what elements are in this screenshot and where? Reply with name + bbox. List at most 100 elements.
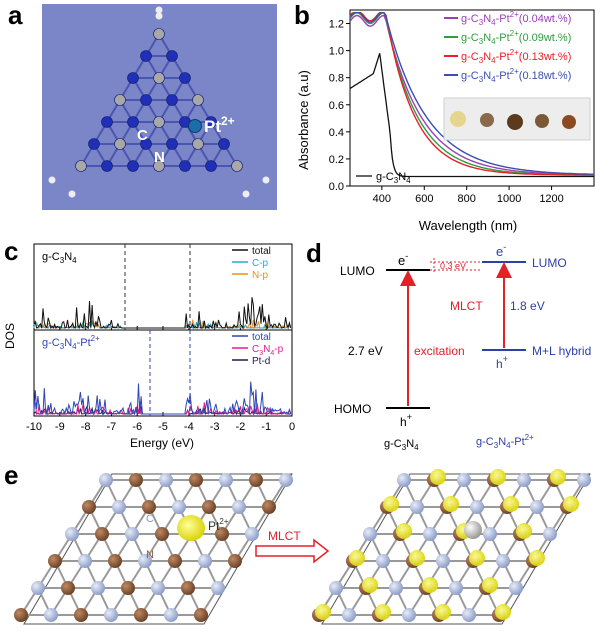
panel-c-xtick: -10 [26, 421, 42, 433]
charge-density-lobe [516, 523, 532, 539]
lattice-c-atom [397, 473, 411, 487]
gap-left-label: 2.7 eV [348, 344, 383, 358]
charge-density-lobe [563, 496, 579, 512]
panel-c-xtick: -8 [81, 421, 91, 433]
mlct-label-e: MLCT [268, 529, 301, 543]
lattice-n-atom [189, 473, 203, 487]
panel-b-xlabel: Wavelength (nm) [419, 218, 518, 233]
lattice-c-atom [543, 527, 557, 541]
hydrogen-atom [262, 176, 270, 184]
lattice-n-atom [215, 527, 229, 541]
e-minus-right: e- [496, 242, 506, 259]
panel-c-bottom-legend-item: total [252, 332, 271, 343]
lattice-n-atom [74, 608, 88, 622]
panel-b-absorbance-chart: Absorbance (a.u) Wavelength (nm) 0.0 0.2 0… [296, 9, 595, 233]
panel-b-xtick: 400 [373, 193, 391, 205]
nitrogen-atom [179, 160, 191, 172]
hydrogen-atom [68, 190, 76, 198]
lattice-c-atom [402, 608, 416, 622]
lattice-c-atom [219, 473, 233, 487]
lattice-n-atom [14, 608, 28, 622]
lattice-c-atom [376, 554, 390, 568]
panel-c-top-legend-item: total [252, 246, 271, 257]
charge-density-lobe [315, 604, 331, 620]
nitrogen-atom [140, 50, 152, 62]
lattice-n-atom [202, 500, 216, 514]
panel-b-label: b [294, 0, 310, 30]
panel-b-legend-item: g-C3N4-Pt2+(0.04wt.%) [461, 10, 571, 27]
dos-bottom-total [33, 381, 292, 416]
panel-a-label: a [8, 0, 23, 30]
lumo-right-label: LUMO [532, 256, 567, 270]
lattice-c-atom [363, 527, 377, 541]
panel-b-xtick: 1000 [497, 193, 521, 205]
lattice-c-atom [172, 500, 186, 514]
panel-b-legend-item: g-C3N4-Pt2+(0.09wt.%) [461, 29, 571, 46]
nitrogen-atom [127, 116, 139, 128]
lattice-n-atom [108, 554, 122, 568]
lattice-c-atom [517, 473, 531, 487]
lattice-n-atom [121, 581, 135, 595]
pt-label-e: Pt2+ [208, 517, 229, 533]
panel-d-energy-diagram: LUMO e- HOMO h+ 2.7 eV excitation 0.3 eV… [334, 242, 591, 452]
panel-e-structures: Pt2+ C N MLCT [14, 469, 591, 625]
panel-b-legend-item: g-C3N4-Pt2+(0.18wt.%) [461, 67, 571, 84]
lattice-c-atom [449, 581, 463, 595]
panel-c-bottom-title: g-C3N4-Pt2+ [42, 334, 100, 351]
atom-label-pt: Pt2+ [204, 114, 235, 136]
carbon-atom [192, 94, 204, 106]
hydrogen-atom [155, 12, 163, 20]
lattice-c-atom [279, 473, 293, 487]
lattice-c-atom [496, 554, 510, 568]
carbon-atom [114, 138, 126, 150]
pt-density-left [177, 515, 205, 541]
panel-e-label: e [4, 460, 19, 490]
lattice-n-atom [142, 500, 156, 514]
charge-density-lobe [482, 577, 498, 593]
nitrogen-atom [166, 94, 178, 106]
panel-b-ytick: 1.0 [329, 46, 344, 58]
atom-label-c: C [137, 127, 148, 144]
nitrogen-atom [127, 160, 139, 172]
nitrogen-atom [101, 116, 113, 128]
sample-powder-2 [480, 113, 494, 127]
carbon-atom [153, 28, 165, 40]
gap-right-label: 1.8 eV [510, 299, 545, 313]
left-unit-cell [23, 473, 293, 625]
charge-density-lobe [362, 577, 378, 593]
hybrid-label: M+L hybrid [532, 344, 591, 358]
carbon-atom [153, 160, 165, 172]
hydrogen-atom [155, 6, 163, 14]
lattice-c-atom [530, 500, 544, 514]
h-plus-left: h+ [400, 412, 412, 429]
lattice-n-atom [181, 581, 195, 595]
panel-c-xtick: -5 [158, 421, 168, 433]
panel-c-top-title: g-C3N4 [42, 251, 77, 265]
charge-density-lobe [396, 523, 412, 539]
panel-c-xtick: -1 [261, 421, 271, 433]
n-label-e: N [146, 549, 154, 561]
homo-label: HOMO [334, 402, 371, 416]
panel-b-ytick: 0.6 [329, 100, 344, 112]
lattice-c-atom [462, 608, 476, 622]
charge-density-lobe [435, 604, 451, 620]
panel-d-left-name: g-C3N4 [384, 438, 419, 452]
panel-c-top-legend-item: C-p [252, 258, 269, 269]
lattice-c-atom [342, 608, 356, 622]
lattice-c-atom [91, 581, 105, 595]
sample-powder-1 [450, 111, 466, 127]
lattice-c-atom [159, 473, 173, 487]
nitrogen-atom [179, 72, 191, 84]
nitrogen-atom [127, 72, 139, 84]
charge-density-lobe [529, 550, 545, 566]
panel-b-base-label: g-C3N4 [376, 171, 411, 185]
lattice-n-atom [249, 473, 263, 487]
lattice-c-atom [436, 554, 450, 568]
lattice-c-atom [78, 554, 92, 568]
hydrogen-atom [242, 190, 250, 198]
panel-b-frame [349, 9, 595, 187]
charge-density-lobe [490, 469, 506, 485]
panel-b-xtick: 800 [458, 193, 476, 205]
lattice-n-atom [168, 554, 182, 568]
lattice-c-atom [232, 500, 246, 514]
